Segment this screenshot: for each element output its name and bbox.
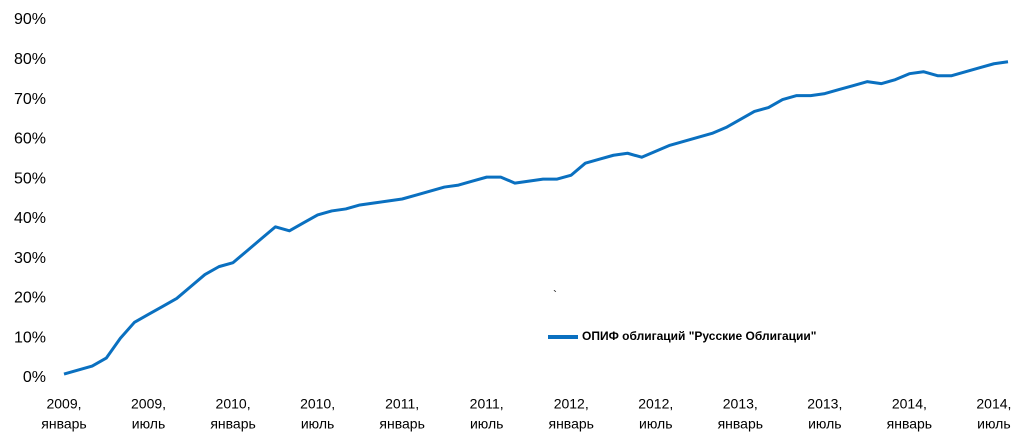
x-tick-label: июль [470, 416, 503, 432]
y-tick-label: 60% [14, 131, 46, 148]
x-tick-label: 2013, [723, 396, 758, 412]
x-tick-label: 2012, [554, 396, 589, 412]
x-tick-label: июль [808, 416, 841, 432]
y-tick-label: 40% [14, 210, 46, 227]
y-tick-label: 70% [14, 91, 46, 108]
x-tick-label: 2013, [807, 396, 842, 412]
y-tick-label: 10% [14, 329, 46, 346]
legend-label: ОПИФ облигаций "Русские Облигации" [582, 329, 817, 343]
y-tick-label: 20% [14, 290, 46, 307]
x-tick-label: 2009, [46, 396, 81, 412]
series-line [63, 60, 1009, 376]
x-tick-label: январь [887, 416, 932, 432]
x-tick-label: 2012, [638, 396, 673, 412]
x-tick-label: июль [639, 416, 672, 432]
x-tick-label: июль [977, 416, 1010, 432]
x-tick-label: 2010, [300, 396, 335, 412]
y-tick-label: 50% [14, 170, 46, 187]
x-tick-label: январь [548, 416, 593, 432]
y-tick-label: 30% [14, 250, 46, 267]
x-tick-label: январь [41, 416, 86, 432]
x-tick-label: 2014, [976, 396, 1011, 412]
x-tick-label: январь [718, 416, 763, 432]
x-tick-label: 2011, [385, 396, 419, 412]
annotation: ` [553, 288, 557, 302]
x-tick-label: июль [132, 416, 165, 432]
x-tick-label: 2010, [216, 396, 251, 412]
x-tick-label: январь [379, 416, 424, 432]
x-tick-label: 2011, [470, 396, 504, 412]
x-tick-label: 2014, [892, 396, 927, 412]
x-tick-label: январь [210, 416, 255, 432]
y-tick-label: 0% [23, 369, 46, 386]
y-tick-label: 80% [14, 51, 46, 68]
y-tick-label: 90% [14, 11, 46, 28]
x-tick-label: июль [301, 416, 334, 432]
x-tick-label: 2009, [131, 396, 166, 412]
